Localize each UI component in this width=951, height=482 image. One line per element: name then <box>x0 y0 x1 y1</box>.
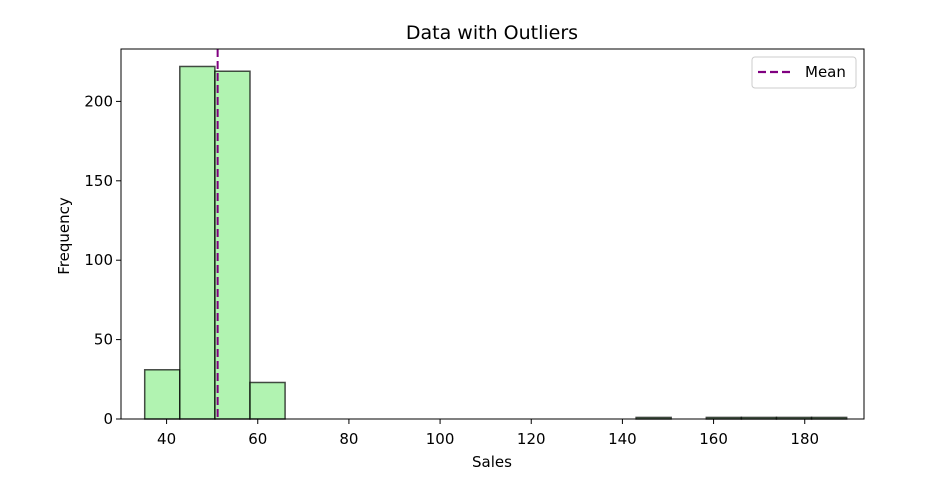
histogram-bar <box>143 369 181 420</box>
x-tick-label: 140 <box>608 430 637 448</box>
plot-frame <box>120 48 865 420</box>
histogram-bar <box>179 65 216 420</box>
y-tick-label: 0 <box>103 410 113 428</box>
chart-title: Data with Outliers <box>406 22 578 44</box>
histogram-bar <box>249 381 286 420</box>
y-tick-label: 50 <box>94 331 113 349</box>
y-ticks-layer: 0 50 100 150 200 <box>84 92 121 428</box>
x-ticks-layer: 40 60 80 100 120 140 160 180 <box>157 419 819 448</box>
x-tick-label: 100 <box>426 430 455 448</box>
y-tick-label: 100 <box>84 251 113 269</box>
y-tick-label: 150 <box>84 172 113 190</box>
x-tick-label: 60 <box>248 430 267 448</box>
x-tick-label: 80 <box>339 430 358 448</box>
y-tick-label: 200 <box>84 92 113 110</box>
x-tick-label: 160 <box>699 430 728 448</box>
x-axis-label: Sales <box>472 453 512 471</box>
legend-frame <box>751 56 857 89</box>
y-axis-label: Frequency <box>55 197 73 275</box>
x-tick-label: 120 <box>517 430 546 448</box>
histogram-bar <box>214 70 251 420</box>
bars-layer <box>143 65 848 420</box>
x-tick-label: 180 <box>790 430 819 448</box>
legend-mean-label: Mean <box>805 63 846 81</box>
x-tick-label: 40 <box>157 430 176 448</box>
legend-box: Mean <box>751 56 857 89</box>
